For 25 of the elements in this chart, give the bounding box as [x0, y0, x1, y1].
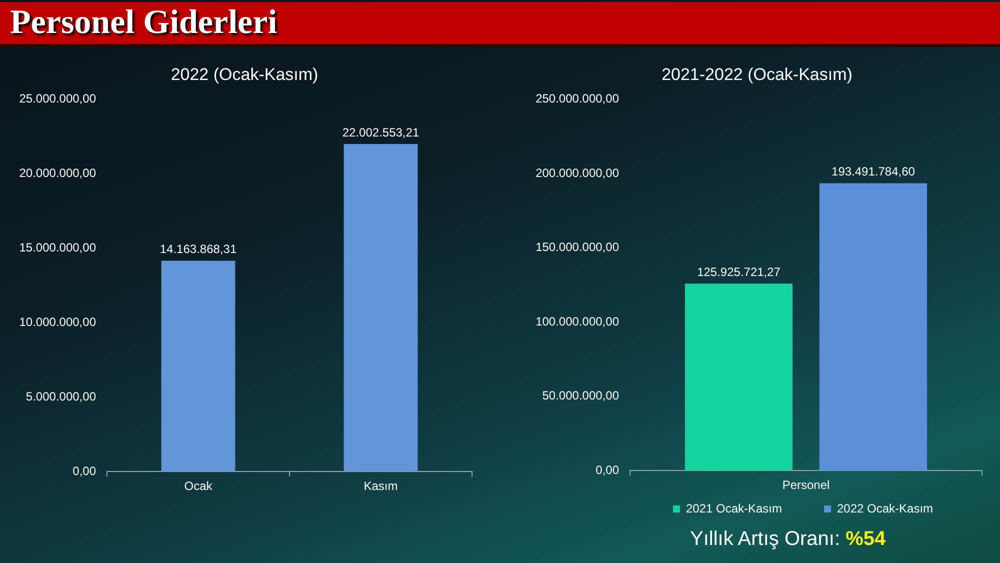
y-tick-label: 100.000.000,00	[536, 314, 620, 328]
y-tick-label: 200.000.000,00	[536, 166, 620, 180]
chart-title: 2022 (Ocak-Kasım)	[170, 64, 318, 84]
y-tick-label: 20.000.000,00	[19, 166, 96, 180]
y-tick-label: 5.000.000,00	[26, 389, 96, 404]
y-tick-label: 25.000.000,00	[19, 92, 96, 106]
text: Yıllık Artış Oranı: %54	[690, 528, 886, 550]
x-tick-label: Kasım	[364, 479, 398, 494]
y-tick-label: 250.000.000,00	[536, 92, 620, 106]
data-label: 125.925.721,27	[697, 264, 781, 279]
data-label: 14.163.868,31	[160, 242, 237, 256]
data-label: 22.002.553,21	[342, 125, 420, 140]
legend-label: 2022 Ocak-Kasım	[837, 501, 934, 516]
y-tick-label: 0,00	[72, 464, 96, 478]
chart-title: 2021-2022 (Ocak-Kasım)	[662, 64, 852, 84]
y-tick-label: 50.000.000,00	[542, 388, 620, 403]
x-tick-label: Personel	[782, 478, 830, 492]
y-tick-label: 150.000.000,00	[536, 240, 620, 254]
y-tick-label: 0,00	[596, 462, 620, 477]
data-label: 193.491.784,60	[832, 164, 916, 179]
y-tick-label: 15.000.000,00	[19, 240, 96, 255]
y-tick-label: 10.000.000,00	[19, 315, 96, 330]
x-tick-label: Ocak	[184, 479, 214, 494]
header-banner: Personel Giderleri	[0, 2, 1000, 47]
legend-label: 2021 Ocak-Kasım	[686, 501, 782, 516]
